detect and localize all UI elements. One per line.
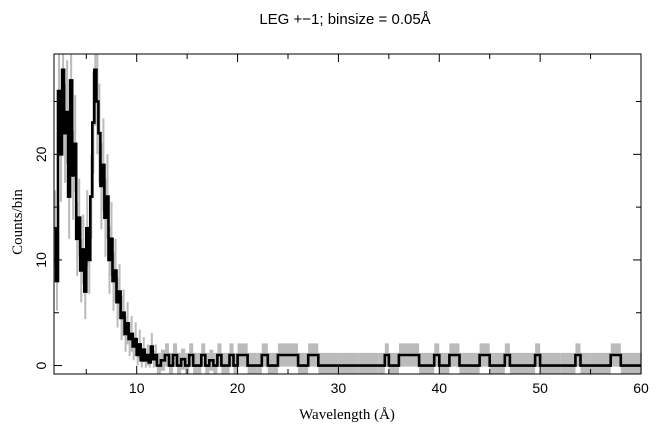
- error-band-segment: [358, 352, 379, 374]
- error-band-segment: [590, 352, 611, 374]
- error-band-segment: [489, 352, 505, 374]
- error-band-segment: [388, 352, 399, 374]
- error-band-segment: [540, 352, 561, 374]
- error-band-segment: [580, 352, 591, 374]
- x-tick-label: 50: [532, 380, 548, 396]
- error-band-segment: [185, 352, 190, 374]
- error-band-segment: [156, 352, 161, 374]
- y-tick-label: 0: [33, 361, 49, 369]
- error-band-segment: [439, 352, 450, 374]
- x-tick-label: 30: [331, 380, 347, 396]
- y-tick-label: 20: [33, 146, 49, 162]
- y-axis-label: Counts/bin: [10, 189, 26, 255]
- error-band-segment: [318, 352, 339, 374]
- error-band-segment: [225, 352, 230, 374]
- x-tick-label: 20: [230, 380, 246, 396]
- x-tick-label: 60: [633, 380, 649, 396]
- x-axis-label: Wavelength (Å): [299, 407, 395, 423]
- chart-title: LEG +−1; binsize = 0.05Å: [259, 11, 430, 28]
- error-band-segment: [197, 352, 202, 374]
- error-band-segment: [419, 352, 435, 374]
- error-band-segment: [267, 352, 278, 374]
- counts-histogram-line: [54, 68, 641, 367]
- error-band-segment: [519, 352, 536, 374]
- error-band-segment: [177, 352, 182, 374]
- y-tick-label: 10: [33, 252, 49, 268]
- error-band-segment: [298, 352, 309, 374]
- plot-area: 10 20 30 40 50 60 0 10 20: [33, 53, 649, 396]
- error-band-segment: [168, 352, 174, 374]
- error-band-segment: [459, 352, 470, 374]
- error-band-segment: [193, 352, 198, 374]
- error-band-segment: [221, 352, 226, 374]
- error-band-segment: [213, 352, 218, 374]
- error-band-segment: [247, 352, 258, 374]
- error-band-segment: [205, 352, 210, 374]
- x-tick-label: 10: [129, 380, 145, 396]
- error-band-segment: [378, 352, 385, 374]
- error-band-segment: [338, 352, 359, 374]
- x-tick-label: 40: [431, 380, 447, 396]
- plot-frame: [53, 53, 642, 375]
- error-band-segment: [509, 352, 520, 374]
- error-band-segment: [560, 352, 576, 374]
- error-band-segment: [233, 352, 238, 374]
- error-band-segment: [469, 352, 480, 374]
- error-band-segment: [620, 352, 641, 374]
- error-band-segment: [257, 352, 262, 374]
